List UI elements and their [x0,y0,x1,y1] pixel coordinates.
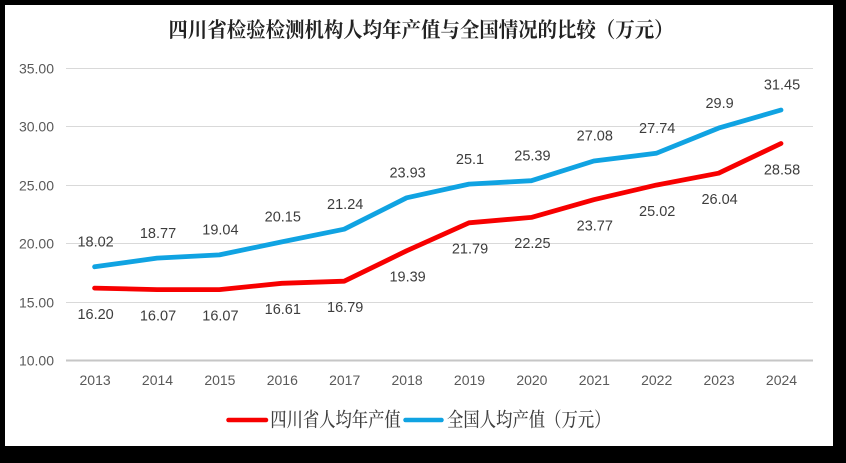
svg-text:2020: 2020 [516,372,547,388]
svg-text:28.58: 28.58 [764,162,800,178]
svg-text:26.04: 26.04 [701,192,737,208]
svg-text:19.04: 19.04 [202,223,238,239]
svg-text:25.02: 25.02 [639,204,675,220]
svg-text:2019: 2019 [454,372,485,388]
svg-text:16.61: 16.61 [265,302,301,318]
svg-text:2014: 2014 [142,372,173,388]
svg-text:2016: 2016 [267,372,298,388]
svg-text:35.00: 35.00 [19,61,54,77]
svg-text:2015: 2015 [204,372,235,388]
svg-text:21.24: 21.24 [327,197,363,213]
svg-text:22.25: 22.25 [514,236,550,252]
svg-text:2021: 2021 [579,372,610,388]
svg-text:16.07: 16.07 [202,308,238,324]
svg-text:20.15: 20.15 [265,210,301,226]
svg-text:16.79: 16.79 [327,300,363,316]
svg-text:20.00: 20.00 [19,236,54,252]
svg-text:18.77: 18.77 [140,226,176,242]
svg-text:2024: 2024 [766,372,797,388]
svg-text:27.08: 27.08 [577,129,613,145]
svg-text:29.9: 29.9 [705,96,733,112]
svg-text:16.07: 16.07 [140,308,176,324]
svg-text:23.93: 23.93 [389,166,425,182]
svg-text:2023: 2023 [704,372,735,388]
svg-text:31.45: 31.45 [764,78,800,94]
svg-text:19.39: 19.39 [389,270,425,286]
svg-text:10.00: 10.00 [19,353,54,369]
svg-text:2018: 2018 [392,372,423,388]
svg-text:25.1: 25.1 [456,152,484,168]
svg-text:25.39: 25.39 [514,148,550,164]
svg-text:2013: 2013 [80,372,111,388]
svg-text:16.20: 16.20 [77,307,113,323]
svg-text:23.77: 23.77 [577,219,613,235]
svg-text:27.74: 27.74 [639,121,675,137]
svg-text:2017: 2017 [329,372,360,388]
svg-text:25.00: 25.00 [19,178,54,194]
svg-text:21.79: 21.79 [452,242,488,258]
svg-text:2022: 2022 [641,372,672,388]
svg-text:30.00: 30.00 [19,119,54,135]
svg-text:15.00: 15.00 [19,295,54,311]
svg-text:18.02: 18.02 [77,235,113,251]
